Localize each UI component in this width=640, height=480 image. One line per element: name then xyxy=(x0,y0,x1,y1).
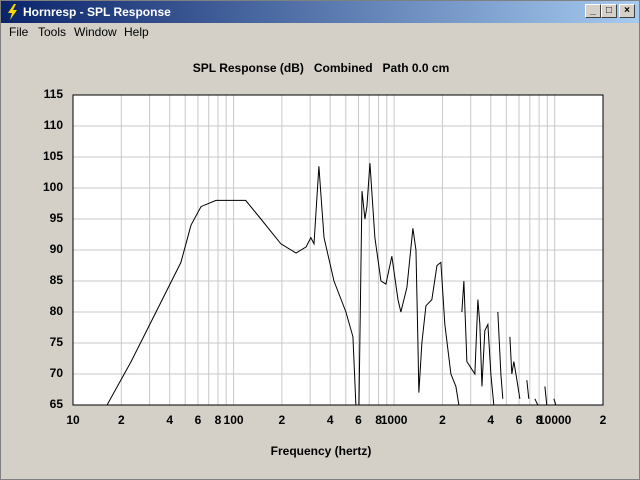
menu-item[interactable]: Tools xyxy=(38,25,67,39)
x-tick-label: 6 xyxy=(516,413,523,427)
y-tick-label: 105 xyxy=(43,149,63,163)
plot-border xyxy=(72,94,604,406)
y-tick-label: 110 xyxy=(44,118,64,132)
x-tick-label: 10 xyxy=(66,413,80,427)
y-tick-label: 80 xyxy=(50,304,64,318)
x-tick-label: 2 xyxy=(600,413,607,427)
y-tick-label: 75 xyxy=(50,335,64,349)
y-tick-label: 90 xyxy=(50,242,64,256)
title-bar: Hornresp - SPL Response _ □ × xyxy=(1,1,639,23)
x-tick-label: 8 xyxy=(375,413,382,427)
x-tick-label: 4 xyxy=(487,413,494,427)
y-tick-label: 95 xyxy=(50,211,64,225)
x-tick-label: 2 xyxy=(279,413,286,427)
x-tick-label: 10000 xyxy=(538,413,572,427)
x-tick-label: 1000 xyxy=(381,413,408,427)
x-tick-label: 4 xyxy=(327,413,334,427)
x-axis-label: Frequency (hertz) xyxy=(271,444,372,458)
x-tick-label: 4 xyxy=(166,413,173,427)
x-tick-label: 6 xyxy=(355,413,362,427)
y-tick-label: 65 xyxy=(50,397,64,411)
menu-bar: File Tools Window Help xyxy=(1,23,639,41)
chart: SPL Response (dB) Combined Path 0.0 cm F… xyxy=(43,61,607,458)
x-tick-label: 8 xyxy=(215,413,222,427)
app-icon xyxy=(8,4,17,20)
response-line xyxy=(106,163,557,405)
window-title: Hornresp - SPL Response xyxy=(23,5,171,19)
close-button[interactable]: × xyxy=(619,4,635,18)
menu-item[interactable]: File xyxy=(9,25,29,39)
x-tick-label: 6 xyxy=(195,413,202,427)
y-tick-label: 70 xyxy=(50,366,64,380)
maximize-button[interactable]: □ xyxy=(601,4,617,18)
menu-item[interactable]: Window xyxy=(74,25,117,39)
x-tick-label: 2 xyxy=(439,413,446,427)
y-tick-label: 115 xyxy=(44,87,64,101)
y-tick-label: 85 xyxy=(50,273,64,287)
y-tick-label: 100 xyxy=(43,180,63,194)
x-tick-label: 100 xyxy=(224,413,244,427)
x-tick-label: 2 xyxy=(118,413,125,427)
minimize-button[interactable]: _ xyxy=(585,4,601,18)
x-tick-label: 8 xyxy=(536,413,543,427)
menu-item[interactable]: Help xyxy=(124,25,149,39)
chart-title: SPL Response (dB) Combined Path 0.0 cm xyxy=(193,61,450,75)
